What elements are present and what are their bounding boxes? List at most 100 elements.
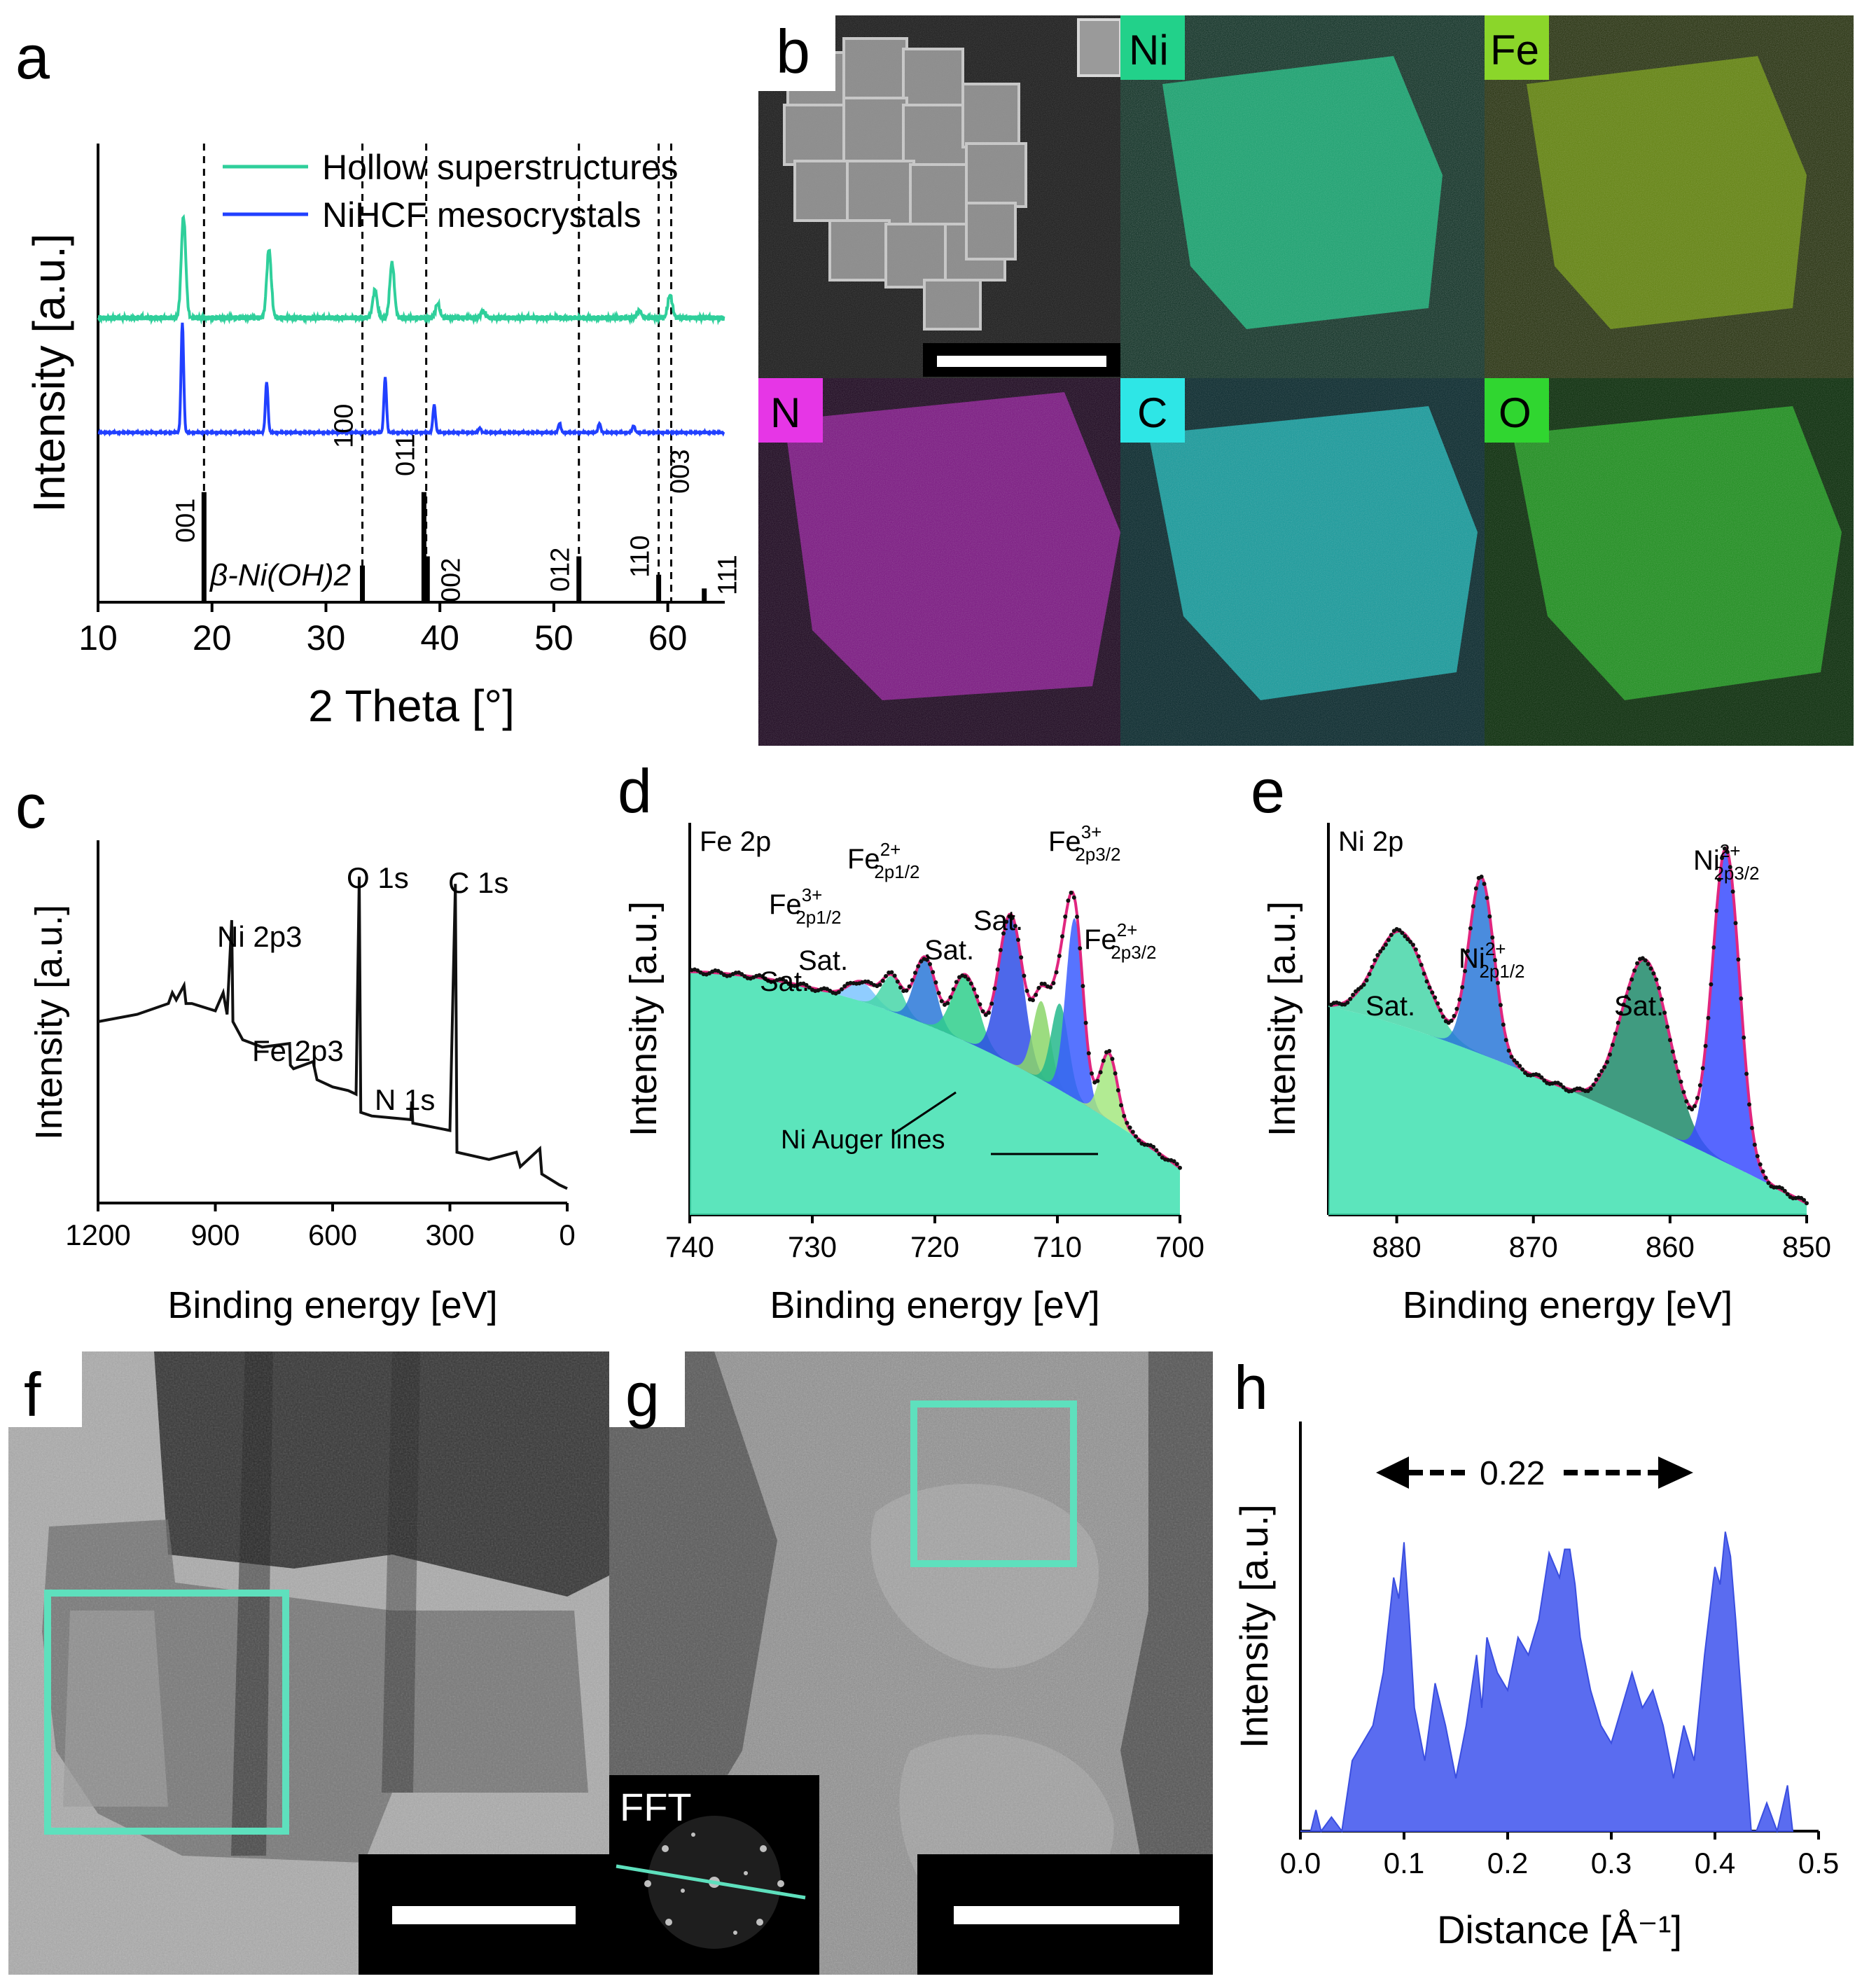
data-point	[901, 989, 906, 994]
data-point	[1736, 957, 1741, 962]
data-point	[1127, 1125, 1132, 1130]
x-tick-label: 0	[559, 1218, 575, 1251]
data-point	[1373, 958, 1377, 963]
x-axis-label: Binding energy [eV]	[770, 1284, 1099, 1326]
peak-label: Sat.	[760, 966, 810, 997]
data-point	[1654, 977, 1659, 982]
data-point	[1457, 997, 1462, 1002]
data-point	[1389, 933, 1394, 938]
data-point	[763, 976, 767, 981]
x-tick-label: 730	[788, 1230, 837, 1263]
data-point	[1660, 997, 1665, 1002]
panel-letter-f: f	[24, 1360, 41, 1429]
data-point	[1630, 977, 1634, 982]
x-tick-label: 880	[1373, 1230, 1422, 1263]
data-point	[983, 1013, 988, 1017]
map-label-fe: Fe	[1490, 27, 1539, 74]
x-axis-label: Binding energy [eV]	[1403, 1284, 1732, 1326]
peak-label: Sat.	[1366, 991, 1415, 1022]
peak-label: Ni2+ 2p1/2	[1459, 938, 1525, 982]
intensity-profile-chart: 0.0 0.1 0.2 0.3 0.4 0.5 Distance [Å⁻¹] Intensit…	[1232, 1422, 1839, 1952]
data-point	[980, 1009, 985, 1014]
data-point	[1597, 1073, 1601, 1078]
data-point	[1487, 914, 1492, 919]
data-point	[931, 970, 936, 975]
data-point	[1599, 1069, 1604, 1073]
data-point	[1130, 1129, 1135, 1134]
data-point	[1755, 1154, 1760, 1158]
data-point	[1561, 1085, 1566, 1090]
data-point	[1438, 1008, 1443, 1013]
data-point	[1433, 995, 1438, 1000]
reference-label: 012	[546, 548, 576, 592]
component-peak	[959, 914, 1062, 1092]
data-point	[842, 984, 847, 989]
data-point	[1427, 985, 1432, 990]
data-point	[1119, 1103, 1123, 1108]
panel-e: e 880 870 860 850 Binding energy [eV] Intensi…	[1251, 756, 1831, 1326]
data-point	[840, 987, 844, 992]
reference-name: β-Ni(OH)2	[209, 558, 351, 592]
label-part: 3+	[802, 884, 823, 905]
peak-label: Sat.	[924, 935, 974, 966]
background-area	[1328, 1007, 1807, 1215]
data-point	[1403, 934, 1408, 938]
data-point	[1657, 986, 1662, 990]
peak-label: Fe3+ 2p1/2	[769, 884, 841, 928]
data-point	[1063, 915, 1068, 919]
data-point	[1728, 865, 1732, 870]
sem-image: b	[758, 15, 1122, 378]
data-point	[1485, 896, 1489, 901]
ni2p-chart: 880 870 860 850 Binding energy [eV] Intensity…	[1261, 823, 1831, 1326]
data-point	[1613, 1031, 1618, 1036]
data-point	[1154, 1148, 1159, 1153]
reference-label: 002	[436, 558, 466, 602]
label-part: 2p1/2	[1479, 961, 1524, 982]
map-label-n: N	[770, 389, 800, 436]
label-part: 3+	[1081, 821, 1102, 842]
data-point	[1013, 924, 1017, 929]
data-point	[1758, 1162, 1763, 1167]
data-point	[786, 982, 791, 986]
data-point	[1512, 1058, 1517, 1063]
data-point	[1717, 877, 1722, 882]
x-tick-label: 0.5	[1798, 1847, 1839, 1879]
data-point	[1378, 949, 1383, 954]
legend-label: Hollow superstructures	[322, 148, 679, 187]
data-point	[1676, 1069, 1681, 1074]
data-point	[1706, 1015, 1711, 1020]
data-point	[907, 984, 912, 989]
data-point	[1610, 1043, 1615, 1048]
data-point	[1416, 954, 1421, 959]
x-tick-label: 720	[910, 1230, 959, 1263]
data-point	[957, 975, 961, 980]
data-point	[910, 978, 915, 982]
data-point	[933, 980, 938, 985]
x-axis-label: 2 Theta [°]	[308, 681, 515, 731]
data-point	[1019, 955, 1024, 960]
data-point	[966, 977, 971, 982]
data-point	[1174, 1162, 1179, 1167]
legend-label: NiHCF mesocrystals	[322, 195, 641, 235]
data-point	[1375, 953, 1380, 957]
data-point	[1436, 1001, 1440, 1006]
data-point	[1463, 968, 1468, 973]
auger-pointer-1	[892, 1091, 957, 1136]
data-point	[1466, 949, 1470, 954]
panel-f: f	[8, 1351, 609, 1975]
data-point	[1024, 989, 1029, 993]
data-point	[1703, 1043, 1708, 1048]
data-point	[1083, 1020, 1088, 1025]
data-point	[1665, 1024, 1669, 1029]
label-part: 2p3/2	[1075, 844, 1120, 865]
label-part: 2+	[880, 839, 901, 860]
label-part: 2p1/2	[874, 861, 919, 882]
component-peak	[1543, 959, 1749, 1174]
data-point	[1069, 890, 1074, 895]
x-tick-label: 0.3	[1591, 1847, 1632, 1879]
peak-label: Fe2+ 2p1/2	[847, 839, 919, 882]
data-point	[884, 974, 888, 978]
data-point	[1747, 1102, 1751, 1107]
data-point	[1739, 996, 1744, 1001]
data-point	[1722, 846, 1727, 851]
